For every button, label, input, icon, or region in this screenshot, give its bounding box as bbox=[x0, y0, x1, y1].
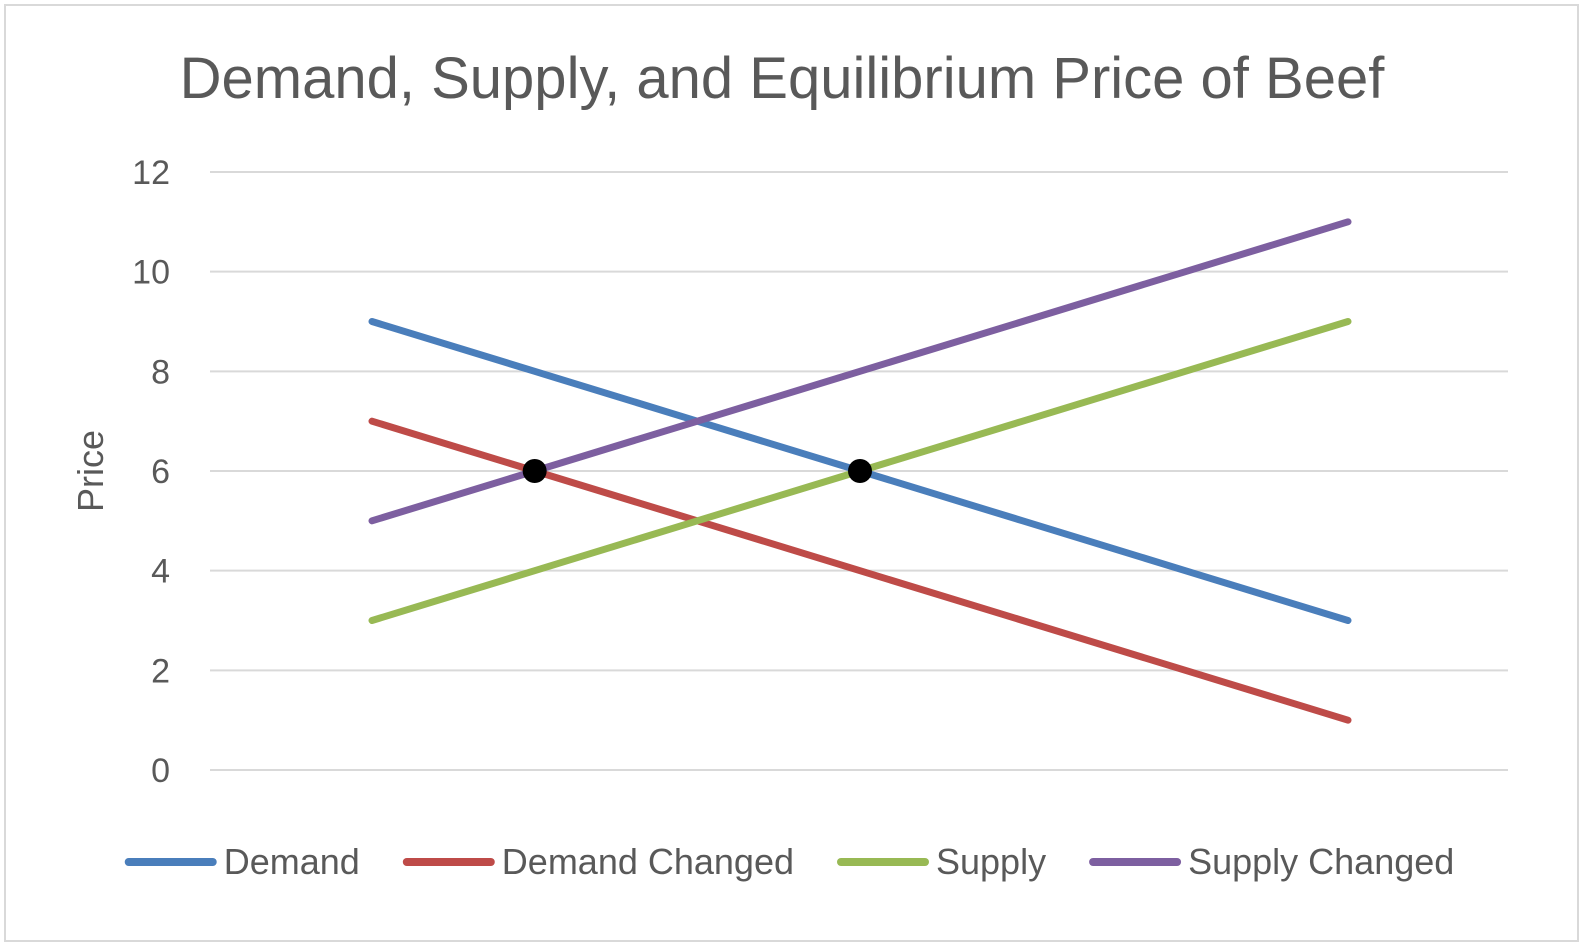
equilibrium-point-0 bbox=[522, 459, 547, 483]
y-tick-label: 8 bbox=[151, 353, 170, 391]
y-axis-label: Price bbox=[70, 430, 111, 512]
y-tick-label: 10 bbox=[132, 254, 170, 292]
legend-label-2: Supply bbox=[936, 841, 1046, 882]
y-tick-label: 0 bbox=[151, 752, 170, 790]
y-tick-label: 12 bbox=[132, 154, 170, 192]
equilibrium-points bbox=[522, 459, 872, 483]
legend-label-0: Demand bbox=[224, 841, 360, 882]
legend-label-3: Supply Changed bbox=[1188, 841, 1454, 882]
y-tick-label: 4 bbox=[151, 553, 170, 591]
y-tick-label: 6 bbox=[151, 453, 170, 491]
y-tick-labels: 0 2 4 6 8 10 12 bbox=[132, 154, 170, 790]
chart-title: Demand, Supply, and Equilibrium Price of… bbox=[180, 46, 1386, 111]
equilibrium-point-1 bbox=[848, 459, 872, 483]
y-tick-label: 2 bbox=[151, 652, 170, 690]
legend: Demand Demand Changed Supply Supply Changed bbox=[124, 841, 1454, 882]
chart-frame bbox=[4, 4, 1579, 942]
legend-label-1: Demand Changed bbox=[502, 841, 794, 882]
